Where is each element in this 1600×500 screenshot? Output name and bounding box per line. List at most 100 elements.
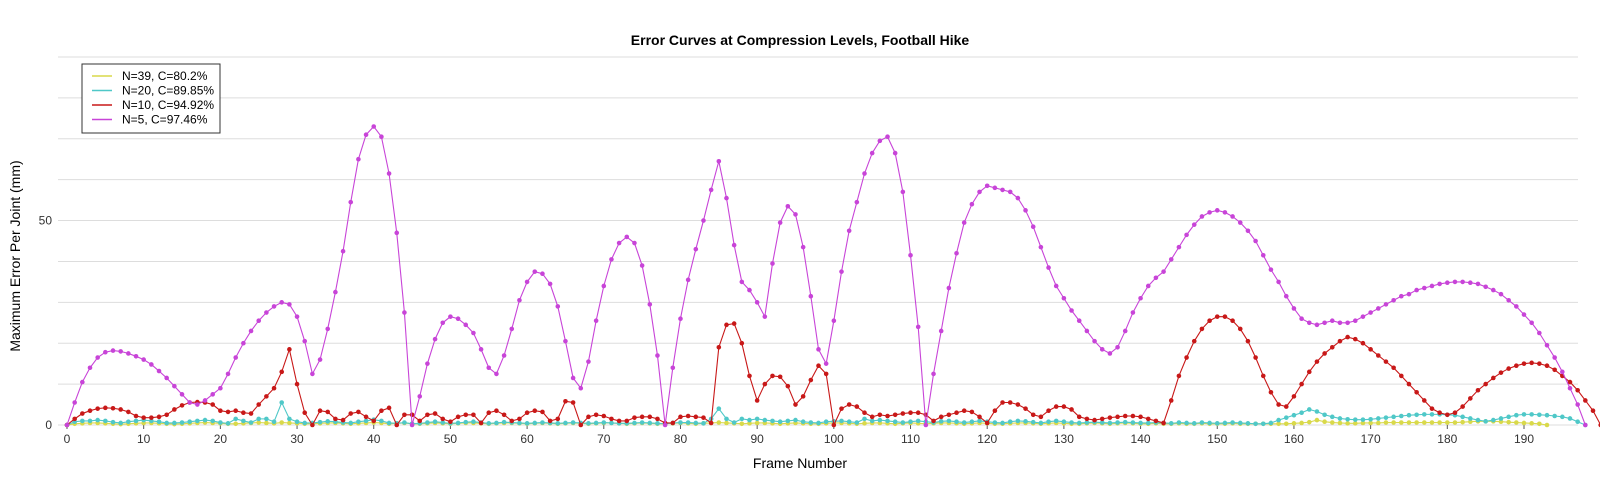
data-point bbox=[785, 203, 791, 209]
data-point bbox=[179, 392, 185, 397]
data-point bbox=[1529, 421, 1534, 426]
data-point bbox=[524, 410, 530, 416]
data-point bbox=[754, 416, 760, 422]
data-point bbox=[938, 328, 944, 334]
data-point bbox=[103, 418, 108, 424]
data-point bbox=[570, 420, 576, 425]
data-point bbox=[724, 322, 729, 328]
data-point bbox=[716, 406, 722, 411]
data-point bbox=[647, 414, 653, 420]
data-point bbox=[340, 248, 346, 254]
x-tick-label: 170 bbox=[1361, 432, 1381, 446]
data-point bbox=[1107, 420, 1113, 426]
data-point bbox=[1422, 412, 1427, 417]
data-point bbox=[647, 420, 653, 426]
data-point bbox=[1360, 417, 1366, 422]
data-point bbox=[294, 381, 300, 387]
data-point bbox=[670, 365, 676, 371]
data-point bbox=[593, 318, 599, 324]
data-point bbox=[915, 324, 921, 330]
data-point bbox=[110, 348, 116, 353]
data-point bbox=[432, 336, 438, 342]
data-point bbox=[1130, 420, 1136, 425]
data-point bbox=[386, 171, 392, 176]
data-point bbox=[1460, 419, 1465, 425]
data-point bbox=[218, 420, 223, 425]
data-point bbox=[770, 373, 775, 379]
data-point bbox=[984, 183, 990, 189]
data-point bbox=[540, 271, 545, 277]
chart-title: Error Curves at Compression Levels, Foot… bbox=[631, 32, 970, 48]
data-point bbox=[172, 420, 177, 426]
data-point bbox=[363, 132, 369, 137]
data-point bbox=[1306, 419, 1312, 425]
data-point bbox=[1000, 400, 1005, 405]
data-point bbox=[524, 421, 530, 426]
data-point bbox=[1575, 419, 1580, 425]
x-tick-label: 150 bbox=[1207, 432, 1227, 446]
data-point bbox=[892, 412, 898, 418]
data-point bbox=[1345, 416, 1350, 422]
data-point bbox=[494, 371, 499, 377]
data-point bbox=[716, 158, 722, 164]
data-point bbox=[1552, 367, 1557, 373]
data-point bbox=[317, 408, 323, 413]
data-point bbox=[1138, 295, 1143, 301]
data-point bbox=[655, 416, 660, 422]
data-point bbox=[1506, 414, 1511, 420]
data-point bbox=[1368, 416, 1373, 422]
data-point bbox=[494, 408, 499, 413]
data-point bbox=[961, 420, 967, 425]
data-point bbox=[1537, 421, 1542, 427]
data-point bbox=[402, 420, 407, 425]
data-point bbox=[1291, 412, 1297, 418]
data-point bbox=[1107, 351, 1113, 356]
data-point bbox=[1299, 381, 1304, 387]
data-point bbox=[287, 347, 292, 352]
data-point bbox=[846, 419, 852, 425]
data-point bbox=[800, 244, 806, 250]
data-point bbox=[1260, 421, 1266, 427]
data-point bbox=[225, 371, 231, 377]
data-point bbox=[869, 418, 875, 424]
data-point bbox=[149, 362, 154, 367]
data-point bbox=[992, 408, 998, 413]
data-point bbox=[1145, 416, 1151, 422]
data-point bbox=[1314, 322, 1320, 328]
data-point bbox=[1168, 421, 1174, 426]
data-point bbox=[915, 410, 921, 416]
data-point bbox=[95, 355, 100, 360]
data-point bbox=[1521, 361, 1527, 366]
data-point bbox=[1153, 275, 1159, 281]
data-point bbox=[1375, 420, 1381, 426]
data-point bbox=[846, 228, 852, 234]
data-point bbox=[1337, 320, 1343, 326]
data-point bbox=[1345, 320, 1350, 326]
data-point bbox=[1291, 394, 1297, 399]
data-point bbox=[823, 419, 829, 425]
data-point bbox=[302, 338, 308, 344]
data-point bbox=[1414, 389, 1419, 395]
data-point bbox=[1260, 373, 1266, 379]
data-point bbox=[609, 416, 614, 422]
data-point bbox=[1445, 280, 1450, 286]
x-tick-label: 190 bbox=[1514, 432, 1534, 446]
data-point bbox=[448, 314, 453, 319]
data-point bbox=[1023, 419, 1028, 424]
data-point bbox=[1368, 420, 1373, 426]
data-point bbox=[1537, 361, 1542, 366]
data-point bbox=[1184, 420, 1189, 426]
data-point bbox=[356, 419, 361, 425]
data-point bbox=[1230, 214, 1235, 219]
data-point bbox=[685, 420, 691, 425]
data-point bbox=[1329, 345, 1335, 350]
data-point bbox=[1145, 283, 1151, 289]
data-point bbox=[1214, 421, 1220, 426]
data-point bbox=[1322, 351, 1327, 356]
x-tick-label: 180 bbox=[1437, 432, 1457, 446]
data-point bbox=[1038, 420, 1044, 426]
data-point bbox=[632, 420, 637, 426]
data-point bbox=[1115, 345, 1120, 350]
data-point bbox=[731, 242, 737, 248]
data-point bbox=[731, 321, 737, 326]
